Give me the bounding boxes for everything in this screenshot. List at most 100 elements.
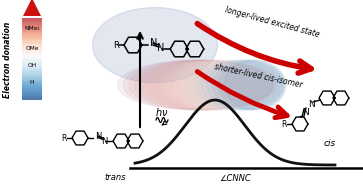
Bar: [22, 94, 42, 96]
Text: Electron donation: Electron donation: [3, 22, 12, 98]
Bar: [22, 75, 42, 77]
Bar: [22, 18, 42, 19]
Bar: [22, 73, 42, 74]
Bar: [22, 58, 42, 59]
Ellipse shape: [224, 60, 286, 110]
Bar: [22, 37, 42, 39]
Ellipse shape: [134, 60, 275, 110]
Bar: [22, 40, 42, 41]
Text: shorter-lived cis-isomer: shorter-lived cis-isomer: [213, 62, 303, 90]
Ellipse shape: [118, 60, 273, 110]
Text: trans: trans: [104, 173, 126, 181]
Bar: [22, 97, 42, 99]
Bar: [22, 19, 42, 21]
Bar: [22, 25, 42, 26]
Bar: [22, 56, 42, 58]
Bar: [22, 77, 42, 78]
Bar: [22, 62, 42, 63]
Bar: [22, 91, 42, 92]
Bar: [22, 99, 42, 100]
Ellipse shape: [140, 60, 275, 110]
Bar: [22, 55, 42, 56]
Ellipse shape: [201, 60, 283, 110]
Bar: [22, 59, 42, 60]
Bar: [22, 63, 42, 64]
Bar: [22, 81, 42, 82]
Bar: [22, 44, 42, 45]
Bar: [22, 43, 42, 44]
Ellipse shape: [129, 60, 274, 110]
Bar: [22, 74, 42, 75]
Ellipse shape: [207, 60, 284, 110]
Text: N: N: [95, 132, 101, 140]
Bar: [22, 84, 42, 85]
Ellipse shape: [168, 60, 279, 110]
Bar: [22, 82, 42, 84]
Ellipse shape: [151, 60, 277, 110]
Text: N: N: [309, 100, 315, 108]
Ellipse shape: [190, 60, 282, 110]
Bar: [22, 36, 42, 37]
Bar: [22, 88, 42, 89]
Ellipse shape: [157, 60, 277, 110]
Bar: [22, 85, 42, 86]
Bar: [22, 39, 42, 40]
Bar: [22, 23, 42, 25]
Bar: [22, 86, 42, 88]
Text: cis: cis: [324, 139, 336, 147]
Ellipse shape: [213, 60, 285, 110]
Bar: [22, 80, 42, 81]
Text: R: R: [281, 119, 287, 129]
Ellipse shape: [93, 8, 217, 83]
Bar: [22, 93, 42, 94]
Bar: [22, 30, 42, 32]
Bar: [22, 53, 42, 55]
Bar: [22, 64, 42, 66]
Text: longer-lived excited state: longer-lived excited state: [224, 5, 320, 39]
Bar: [22, 66, 42, 67]
Ellipse shape: [179, 60, 280, 110]
Text: OH: OH: [28, 63, 37, 67]
Text: $h\nu$: $h\nu$: [155, 106, 169, 118]
Text: N: N: [303, 108, 309, 116]
Ellipse shape: [174, 60, 280, 110]
Text: NMe₂: NMe₂: [24, 26, 40, 30]
Bar: [22, 47, 42, 48]
Bar: [22, 41, 42, 43]
Ellipse shape: [185, 60, 281, 110]
Bar: [22, 67, 42, 69]
Bar: [22, 89, 42, 91]
Bar: [22, 96, 42, 97]
Text: H: H: [30, 80, 34, 84]
FancyArrow shape: [23, 0, 41, 16]
Bar: [22, 21, 42, 22]
Bar: [22, 69, 42, 70]
Ellipse shape: [162, 60, 278, 110]
Bar: [22, 33, 42, 34]
Text: N: N: [101, 136, 107, 146]
Ellipse shape: [219, 60, 285, 110]
Bar: [22, 34, 42, 36]
Bar: [22, 92, 42, 93]
Bar: [22, 45, 42, 47]
Bar: [22, 22, 42, 23]
Ellipse shape: [123, 60, 273, 110]
Bar: [22, 78, 42, 80]
Text: R: R: [113, 40, 119, 50]
Bar: [22, 28, 42, 29]
Text: R: R: [61, 133, 67, 143]
Bar: [22, 52, 42, 53]
Bar: [22, 60, 42, 62]
Bar: [22, 50, 42, 51]
Bar: [22, 51, 42, 52]
Bar: [22, 48, 42, 50]
Bar: [22, 26, 42, 28]
Text: OMe: OMe: [25, 46, 39, 50]
Ellipse shape: [196, 60, 282, 110]
Bar: [22, 70, 42, 71]
Bar: [22, 32, 42, 33]
Bar: [22, 29, 42, 30]
Bar: [22, 71, 42, 73]
Text: N: N: [157, 43, 164, 53]
Ellipse shape: [146, 60, 276, 110]
